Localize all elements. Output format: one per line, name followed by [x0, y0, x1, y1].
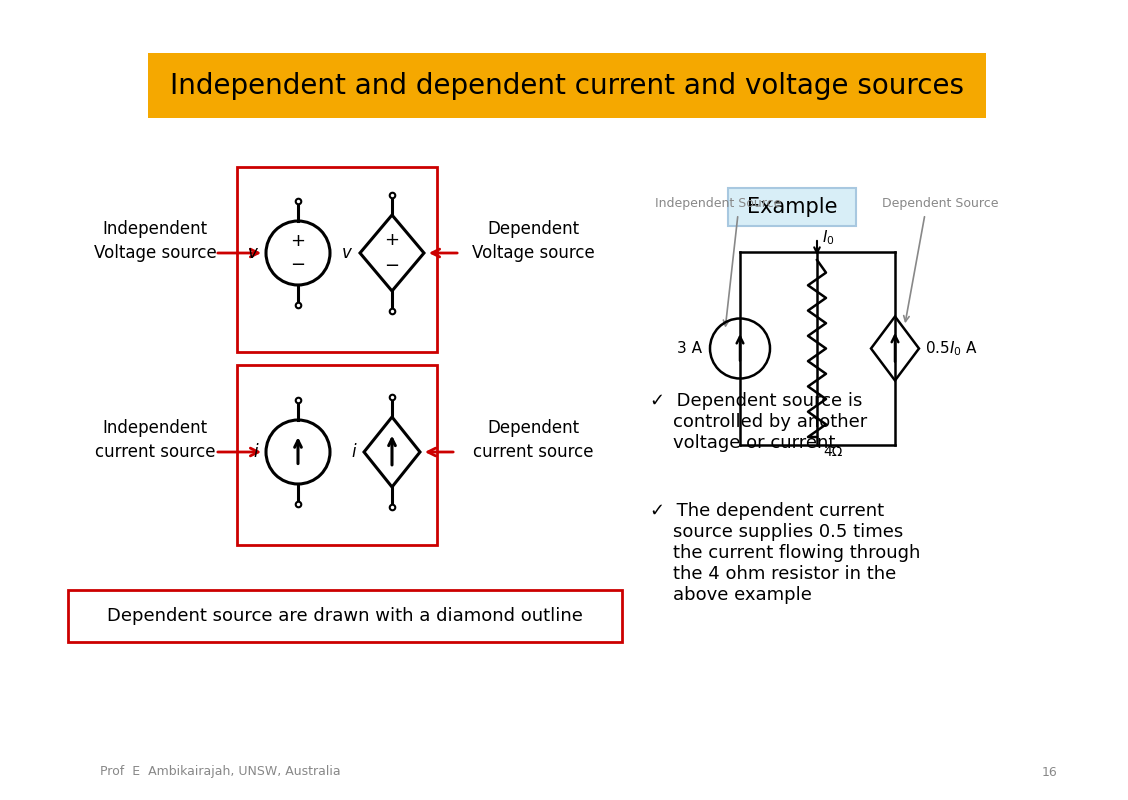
Text: +: +	[291, 232, 306, 250]
FancyBboxPatch shape	[68, 590, 622, 642]
Text: the 4 ohm resistor in the: the 4 ohm resistor in the	[650, 565, 897, 583]
Text: source supplies 0.5 times: source supplies 0.5 times	[650, 523, 904, 541]
Text: v: v	[342, 244, 352, 262]
Text: controlled by another: controlled by another	[650, 413, 867, 431]
FancyBboxPatch shape	[728, 188, 856, 226]
Text: Dependent
Voltage source: Dependent Voltage source	[472, 220, 594, 262]
Text: voltage or current.: voltage or current.	[650, 434, 841, 452]
Text: v: v	[248, 244, 258, 262]
Text: i: i	[254, 443, 258, 461]
Text: −: −	[290, 256, 306, 274]
Text: 16: 16	[1042, 766, 1058, 778]
Text: $0.5I_0$ A: $0.5I_0$ A	[925, 339, 978, 358]
Text: −: −	[385, 258, 399, 275]
Text: Example: Example	[747, 197, 837, 217]
FancyBboxPatch shape	[148, 53, 986, 118]
FancyBboxPatch shape	[237, 167, 437, 352]
Text: Dependent Source: Dependent Source	[882, 197, 998, 210]
Text: ✓  The dependent current: ✓ The dependent current	[650, 502, 884, 520]
Text: Dependent source are drawn with a diamond outline: Dependent source are drawn with a diamon…	[107, 607, 583, 625]
Text: $I_0$: $I_0$	[822, 229, 835, 247]
Text: 4Ω: 4Ω	[823, 445, 843, 459]
Text: Dependent
current source: Dependent current source	[473, 419, 593, 461]
Text: above example: above example	[650, 586, 812, 604]
Text: 3 A: 3 A	[677, 341, 702, 356]
FancyBboxPatch shape	[237, 365, 437, 545]
Text: Independent Source: Independent Source	[655, 197, 782, 210]
Text: ✓  Dependent source is: ✓ Dependent source is	[650, 392, 863, 410]
Text: Independent
Voltage source: Independent Voltage source	[94, 220, 217, 262]
Text: +: +	[385, 230, 399, 249]
Text: the current flowing through: the current flowing through	[650, 544, 920, 562]
Text: Prof  E  Ambikairajah, UNSW, Australia: Prof E Ambikairajah, UNSW, Australia	[99, 766, 341, 778]
Text: Independent and dependent current and voltage sources: Independent and dependent current and vo…	[170, 72, 964, 100]
Text: i: i	[352, 443, 356, 461]
Text: Independent
current source: Independent current source	[95, 419, 215, 461]
